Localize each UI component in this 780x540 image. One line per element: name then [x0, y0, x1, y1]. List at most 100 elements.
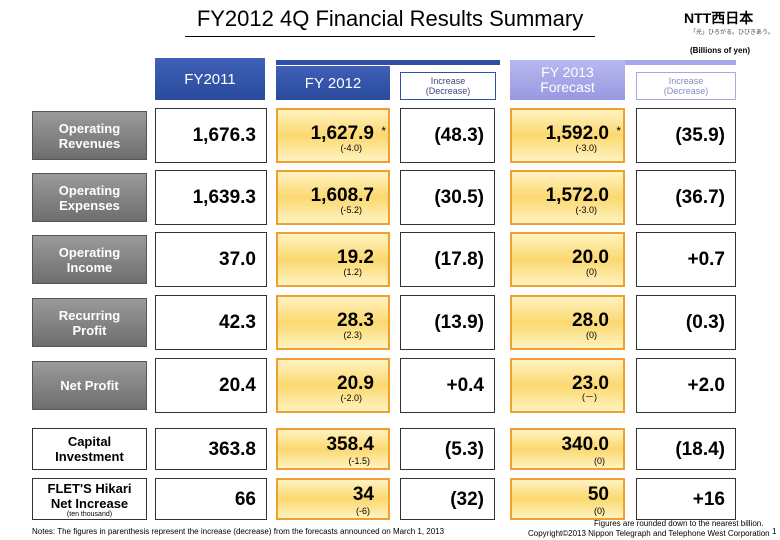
value-cell: (17.8)	[400, 232, 495, 287]
cell-value: +2.0	[687, 375, 725, 396]
forecast-cell: 20.0 (0)	[510, 232, 625, 287]
row-label-text: Operating Expenses	[58, 182, 121, 213]
cell-note: (-3.0)	[575, 143, 597, 153]
forecast-cell: 1,592.0 (-3.0) *	[510, 108, 625, 163]
cell-value: 66	[234, 489, 256, 510]
forecast-cell: 34 (-6)	[276, 478, 390, 520]
value-cell: +2.0	[636, 358, 736, 413]
asterisk: *	[381, 124, 386, 138]
asterisk: *	[616, 124, 621, 138]
cell-value: 50	[587, 484, 609, 505]
cell-value: 1,608.7	[310, 185, 374, 206]
value-cell: +0.4	[400, 358, 495, 413]
cell-value: +0.7	[687, 249, 725, 270]
value-cell: +0.7	[636, 232, 736, 287]
forecast-cell: 20.9 (-2.0)	[276, 358, 390, 413]
row-label-text: FLET'S Hikari Net Increase	[47, 480, 132, 511]
cell-value: 363.8	[208, 439, 256, 460]
row-label: FLET'S Hikari Net Increase (ten thousand)	[32, 478, 147, 520]
row-label: Capital Investment	[32, 428, 147, 470]
cell-value: 1,639.3	[192, 187, 256, 208]
value-cell: (30.5)	[400, 170, 495, 225]
cell-note: (0)	[594, 506, 605, 516]
cell-value: 1,627.9	[310, 123, 374, 144]
value-cell: 363.8	[155, 428, 267, 470]
cell-value: (13.9)	[434, 312, 484, 333]
tagline: 「光」ひろがる。ひびきあう。	[690, 30, 774, 36]
cell-value: (17.8)	[434, 249, 484, 270]
cell-value: 19.2	[337, 247, 374, 268]
column-header: Increase (Decrease)	[400, 72, 496, 100]
rounding-note: Figures are rounded down to the nearest …	[594, 519, 764, 528]
cell-note: (-4.0)	[340, 143, 362, 153]
cell-value: (32)	[450, 489, 484, 510]
cell-value: 20.0	[572, 247, 609, 268]
notes: Notes: The figures in parenthesis repres…	[32, 527, 445, 536]
cell-value: (30.5)	[434, 187, 484, 208]
value-cell: (48.3)	[400, 108, 495, 163]
value-cell: (5.3)	[400, 428, 495, 470]
cell-value: (18.4)	[675, 439, 725, 460]
value-cell: +16	[636, 478, 736, 520]
value-cell: 1,676.3	[155, 108, 267, 163]
value-cell: 37.0	[155, 232, 267, 287]
forecast-cell: 50 (0)	[510, 478, 625, 520]
cell-note: (-5.2)	[340, 205, 362, 215]
row-label: Net Profit	[32, 361, 147, 410]
value-cell: (35.9)	[636, 108, 736, 163]
value-cell: 66	[155, 478, 267, 520]
value-cell: 42.3	[155, 295, 267, 350]
cell-value: +16	[692, 489, 725, 510]
column-header: FY2011	[155, 58, 265, 100]
cell-value: 1,592.0	[545, 123, 609, 144]
cell-value: (35.9)	[675, 125, 725, 146]
forecast-cell: 28.3 (2.3)	[276, 295, 390, 350]
row-label-text: Capital Investment	[55, 434, 124, 464]
cell-note: (-2.0)	[340, 393, 362, 403]
cell-value: 37.0	[219, 249, 256, 270]
value-cell: (13.9)	[400, 295, 495, 350]
row-label-text: Operating Revenues	[58, 120, 121, 151]
cell-note: (0)	[586, 330, 597, 340]
value-cell: 20.4	[155, 358, 267, 413]
cell-note: (－)	[582, 392, 597, 402]
column-header: FY 2013 Forecast	[510, 60, 625, 100]
row-label: Operating Revenues	[32, 111, 147, 160]
forecast-cell: 1,572.0 (-3.0)	[510, 170, 625, 225]
cell-value: 23.0	[572, 373, 609, 394]
cell-note: (1.2)	[343, 267, 362, 277]
forecast-cell: 28.0 (0)	[510, 295, 625, 350]
cell-value: 28.3	[337, 310, 374, 331]
cell-note: (-3.0)	[575, 205, 597, 215]
cell-value: 1,572.0	[545, 185, 609, 206]
row-label-text: Recurring Profit	[58, 307, 121, 338]
cell-value: (36.7)	[675, 187, 725, 208]
unit: (Billions of yen)	[690, 46, 750, 55]
cell-value: 28.0	[572, 310, 609, 331]
cell-value: 340.0	[561, 434, 609, 455]
forecast-cell: 19.2 (1.2)	[276, 232, 390, 287]
value-cell: (0.3)	[636, 295, 736, 350]
cell-note: (0)	[594, 456, 605, 466]
cell-value: 20.4	[219, 375, 256, 396]
column-header: FY 2012	[276, 66, 390, 100]
cell-note: (-6)	[356, 506, 370, 516]
row-label: Recurring Profit	[32, 298, 147, 347]
cell-value: 1,676.3	[192, 125, 256, 146]
cell-value: 20.9	[337, 373, 374, 394]
column-header: Increase (Decrease)	[636, 72, 736, 100]
forecast-cell: 1,627.9 (-4.0) *	[276, 108, 390, 163]
cell-value: (5.3)	[444, 439, 484, 460]
cell-note: (-1.5)	[348, 456, 370, 466]
title-rule	[185, 36, 595, 37]
row-label-text: Net Profit	[60, 378, 119, 393]
value-cell: (36.7)	[636, 170, 736, 225]
page-number: 1	[772, 527, 777, 536]
cell-value: (48.3)	[434, 125, 484, 146]
row-label: Operating Expenses	[32, 173, 147, 222]
cell-note: (2.3)	[343, 330, 362, 340]
logo: NTT西日本	[684, 10, 754, 26]
cell-value: 34	[352, 484, 374, 505]
copyright: Copyright©2013 Nippon Telegraph and Tele…	[528, 529, 770, 538]
